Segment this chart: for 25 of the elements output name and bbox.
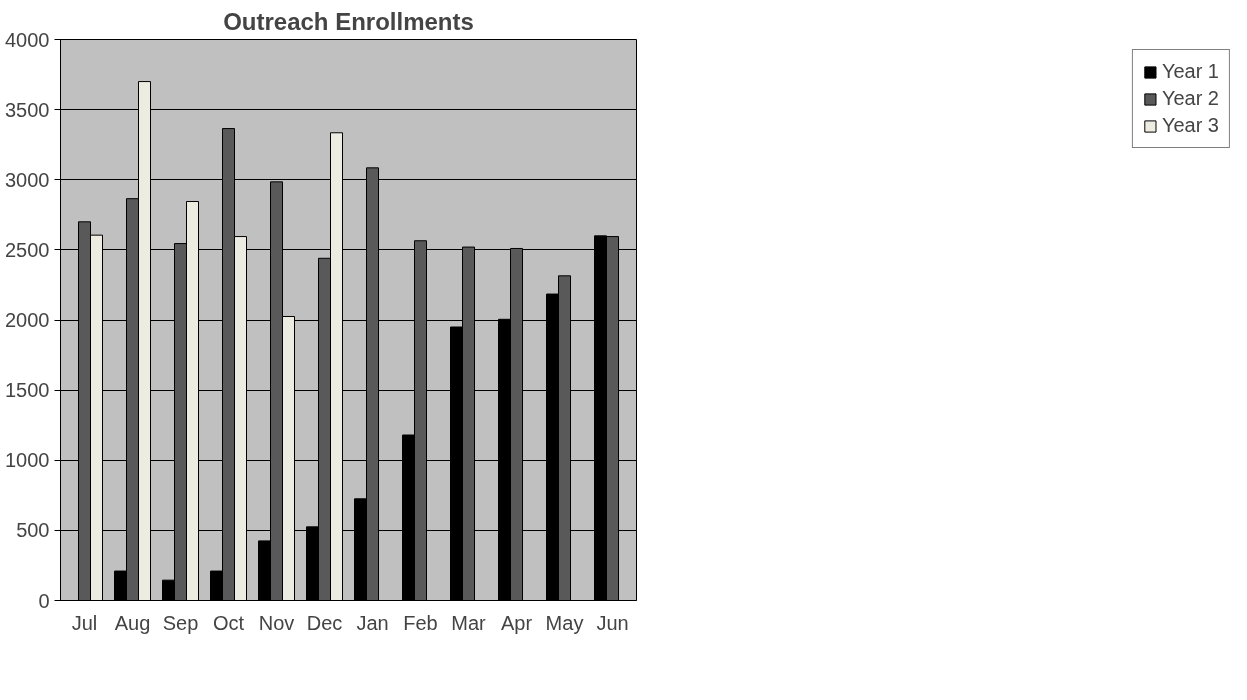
y-tick-label: 3500 bbox=[5, 98, 50, 121]
x-tick-label: Nov bbox=[258, 611, 295, 634]
y-tick-label: 1000 bbox=[5, 449, 50, 472]
x-tick-label: Feb bbox=[403, 611, 438, 634]
y-tick-label: 500 bbox=[16, 519, 50, 542]
x-tick-label: Jan bbox=[356, 611, 389, 634]
x-tick-label: Dec bbox=[306, 611, 343, 634]
x-tick-label: Apr bbox=[500, 611, 533, 634]
y-tick-label: 4000 bbox=[5, 28, 50, 51]
y-tick-label: 2000 bbox=[5, 309, 50, 331]
y-tick-label: 1500 bbox=[5, 379, 50, 402]
y-tick-label: 3000 bbox=[5, 168, 50, 191]
x-tick-label: Mar bbox=[451, 611, 487, 634]
x-tick-label: Jul bbox=[71, 611, 98, 634]
y-tick-label: 0 bbox=[38, 589, 50, 612]
chart-title: Outreach Enrollments bbox=[223, 7, 474, 35]
legend-label: Year 1 bbox=[1161, 60, 1219, 83]
x-tick-label: Sep bbox=[162, 611, 199, 634]
legend-label: Year 2 bbox=[1161, 87, 1219, 110]
x-tick-label: Oct bbox=[212, 611, 245, 634]
x-tick-label: Aug bbox=[114, 611, 151, 634]
legend-label: Year 3 bbox=[1161, 114, 1219, 137]
x-tick-label: May bbox=[545, 611, 584, 634]
x-tick-label: Jun bbox=[596, 611, 629, 634]
y-tick-label: 2500 bbox=[5, 238, 50, 261]
